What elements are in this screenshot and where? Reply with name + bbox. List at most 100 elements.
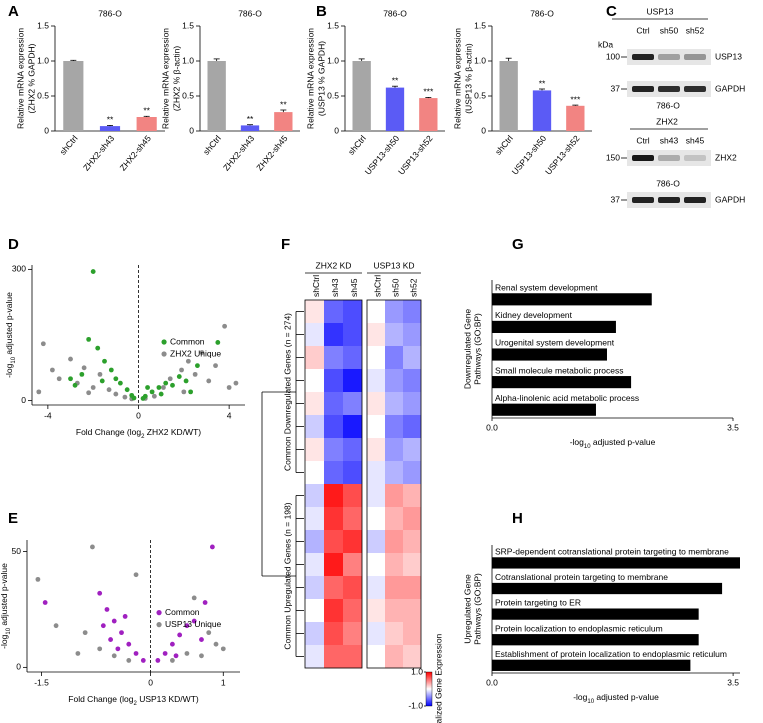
y-axis-label: Relative mRNA expression [160, 28, 170, 129]
x-tick-label: shCtrl [346, 133, 368, 157]
y-tick-label: 1.5 [474, 20, 486, 30]
point [162, 651, 168, 656]
chart-title: 786-O [530, 8, 554, 18]
point [199, 653, 204, 659]
cell-line: 786-O [656, 178, 680, 188]
column-label: shCtrl [372, 275, 382, 297]
category-label: Urogenital system development [495, 338, 615, 348]
legend-label: Common [165, 607, 200, 617]
y-tick-label: 1.0 [474, 55, 486, 65]
significance: ** [247, 114, 254, 124]
blot-band [684, 54, 706, 60]
point [90, 544, 95, 550]
point [131, 395, 137, 401]
y-axis-label: Relative mRNA expression [15, 28, 25, 129]
panel-label: D [8, 236, 19, 253]
y-tick-label: 0.5 [37, 90, 49, 100]
significance: ** [107, 115, 114, 125]
heat-cell [385, 369, 403, 393]
heat-cell [343, 530, 362, 554]
heat-cell [367, 530, 385, 554]
heat-cell [305, 622, 324, 646]
point [140, 658, 146, 663]
heat-cell [305, 415, 324, 439]
y-tick-label: 0 [21, 395, 26, 405]
heat-cell [343, 507, 362, 531]
label-part: -log [573, 692, 587, 702]
point [36, 389, 42, 395]
point [111, 653, 117, 659]
subscript: 10 [6, 627, 12, 634]
blot-band [684, 155, 706, 161]
marker-label: 37 [611, 83, 621, 93]
heat-cell [343, 645, 362, 669]
significance: *** [570, 94, 581, 104]
y-tick-label: 0.5 [182, 90, 194, 100]
heat-cell [385, 530, 403, 554]
heat-cell [305, 507, 324, 531]
x-tick-label: ZHX2-sh43 [221, 133, 256, 173]
row-group-label: Common Downregulated Genes (n = 274) [282, 313, 292, 471]
y-axis-label: Relative mRNA expression [305, 28, 315, 129]
y-axis-label: Pathways (GO:BP) [472, 573, 482, 645]
y-tick-label: 0 [16, 662, 21, 672]
point [170, 382, 175, 388]
heat-cell [385, 323, 403, 347]
y-axis-label: (USP13 % GAPDH) [316, 41, 326, 116]
heat-cell [324, 369, 343, 393]
label-part: adjusted p-value [594, 692, 659, 702]
y-axis-label: -log10 adjusted p-value [4, 292, 16, 378]
bar [99, 126, 121, 131]
point [68, 356, 73, 362]
heat-cell [367, 599, 385, 623]
point [126, 641, 132, 647]
point [213, 641, 219, 647]
heat-cell [385, 553, 403, 577]
protein-label: GAPDH [715, 83, 745, 93]
y-axis-label: Relative mRNA expression [452, 28, 462, 129]
heat-cell [305, 461, 324, 485]
point [220, 646, 226, 652]
x-axis-label: Fold Change (log2 ZHX2 KD/WT) [76, 427, 201, 439]
label-part: Fold Change (log [68, 694, 133, 704]
category-label: Protein targeting to ER [495, 598, 581, 608]
heat-cell [305, 369, 324, 393]
heat-cell [343, 461, 362, 485]
point [111, 618, 117, 624]
heat-cell [324, 300, 343, 324]
x-tick-label: shCtrl [493, 133, 515, 157]
y-axis-label: Downregulated Gene [462, 309, 472, 390]
point [115, 646, 121, 652]
point [169, 641, 175, 647]
heat-cell [324, 645, 343, 669]
panel-label: H [512, 510, 523, 527]
y-tick-label: 50 [12, 546, 22, 556]
protein-label: ZHX2 [715, 152, 737, 162]
row-group-label: Common Upregulated Genes (n = 198) [282, 502, 292, 649]
heat-cell [305, 553, 324, 577]
bar [136, 117, 157, 131]
point [106, 387, 112, 393]
colorbar-label: Normalized Gene Expression [433, 633, 443, 723]
x-tick-label: USP13-sh52 [543, 133, 582, 177]
x-tick-label: shCtrl [58, 133, 80, 157]
legend-label: USP13 Unique [165, 619, 222, 629]
point [202, 600, 208, 605]
bar [492, 634, 699, 646]
point [177, 632, 183, 638]
blot-band [658, 54, 680, 60]
lane-label: Ctrl [636, 25, 649, 35]
heat-cell [367, 369, 385, 393]
x-tick-label: 1 [221, 677, 226, 687]
point [222, 323, 228, 329]
x-tick-label: ZHX2-sh45 [118, 133, 153, 173]
label-part: ZHX2 KD/WT) [144, 427, 201, 437]
point [176, 374, 182, 379]
point [100, 623, 106, 629]
heat-cell [324, 438, 343, 462]
x-tick-label: USP13-sh52 [396, 133, 435, 177]
y-axis-label: -log10 adjusted p-value [0, 563, 12, 649]
y-tick-label: 1.0 [182, 55, 194, 65]
heat-cell [385, 507, 403, 531]
